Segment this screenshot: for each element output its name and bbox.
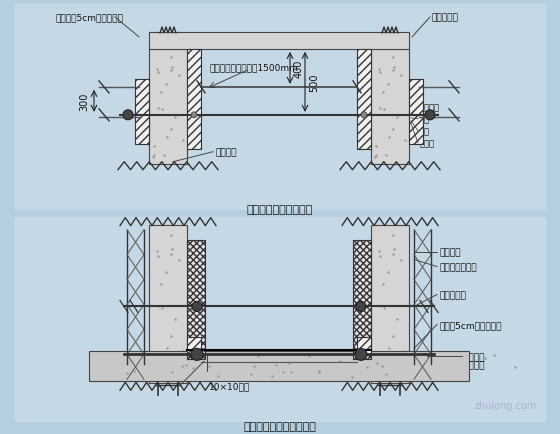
Bar bbox=[149, 33, 409, 50]
Text: 500: 500 bbox=[309, 73, 319, 92]
Text: 墙体全钢大模板: 墙体全钢大模板 bbox=[439, 263, 477, 271]
Circle shape bbox=[191, 112, 197, 118]
Text: 对拉螺栓: 对拉螺栓 bbox=[420, 103, 440, 112]
Bar bbox=[357, 50, 371, 149]
Bar bbox=[187, 50, 201, 149]
Text: 400: 400 bbox=[294, 59, 304, 78]
Bar bbox=[371, 50, 409, 164]
Bar bbox=[353, 240, 371, 359]
Circle shape bbox=[355, 349, 367, 361]
Bar bbox=[187, 338, 201, 355]
Text: 模板下跨: 模板下跨 bbox=[464, 352, 486, 361]
Bar bbox=[357, 338, 371, 355]
Bar bbox=[187, 338, 201, 355]
Bar bbox=[135, 80, 149, 145]
Bar bbox=[371, 225, 409, 384]
Text: 脚手管水平回顶间距1500mm: 脚手管水平回顶间距1500mm bbox=[209, 370, 291, 379]
Bar bbox=[357, 338, 371, 355]
Bar bbox=[89, 352, 469, 381]
Text: 第二道接茬: 第二道接茬 bbox=[439, 290, 466, 299]
Circle shape bbox=[191, 349, 203, 361]
Bar bbox=[187, 240, 205, 359]
Bar bbox=[149, 50, 187, 164]
Circle shape bbox=[425, 111, 435, 121]
Bar bbox=[15, 5, 545, 209]
Text: 次楞: 次楞 bbox=[420, 127, 430, 136]
Text: 第一道接茬: 第一道接茬 bbox=[432, 13, 459, 23]
Text: 下跨套模: 下跨套模 bbox=[464, 360, 486, 369]
Bar bbox=[187, 50, 201, 149]
Text: 图三：墙体大模板支模图: 图三：墙体大模板支模图 bbox=[244, 421, 316, 431]
Text: 墙顶下返5cm粘贴密封条: 墙顶下返5cm粘贴密封条 bbox=[55, 13, 123, 23]
Text: 脚手管水平回顶间距1500mm: 脚手管水平回顶间距1500mm bbox=[210, 63, 299, 72]
Text: 脚手管立杆间距900mm: 脚手管立杆间距900mm bbox=[206, 359, 273, 368]
Circle shape bbox=[361, 112, 367, 118]
Circle shape bbox=[123, 111, 133, 121]
Bar bbox=[15, 217, 545, 421]
Circle shape bbox=[192, 302, 202, 312]
Bar bbox=[409, 80, 423, 145]
Bar bbox=[149, 225, 187, 384]
Bar bbox=[187, 240, 205, 359]
Bar bbox=[353, 240, 371, 359]
Bar bbox=[409, 80, 423, 145]
Bar bbox=[135, 80, 149, 145]
Text: 300: 300 bbox=[79, 92, 89, 111]
Text: 模板下5cm粘贴密封条: 模板下5cm粘贴密封条 bbox=[439, 320, 502, 329]
Circle shape bbox=[356, 302, 366, 312]
Text: zhulong.com: zhulong.com bbox=[475, 401, 537, 410]
Text: 图二：顶板侧模支模图: 图二：顶板侧模支模图 bbox=[247, 204, 313, 214]
Text: 10×10木方: 10×10木方 bbox=[209, 382, 250, 391]
Text: 主楞: 主楞 bbox=[420, 115, 430, 124]
Text: 上层墙体: 上层墙体 bbox=[439, 247, 460, 256]
Text: 多层板: 多层板 bbox=[420, 139, 435, 148]
Bar bbox=[357, 50, 371, 149]
Text: 下层墙体: 下层墙体 bbox=[215, 148, 236, 157]
